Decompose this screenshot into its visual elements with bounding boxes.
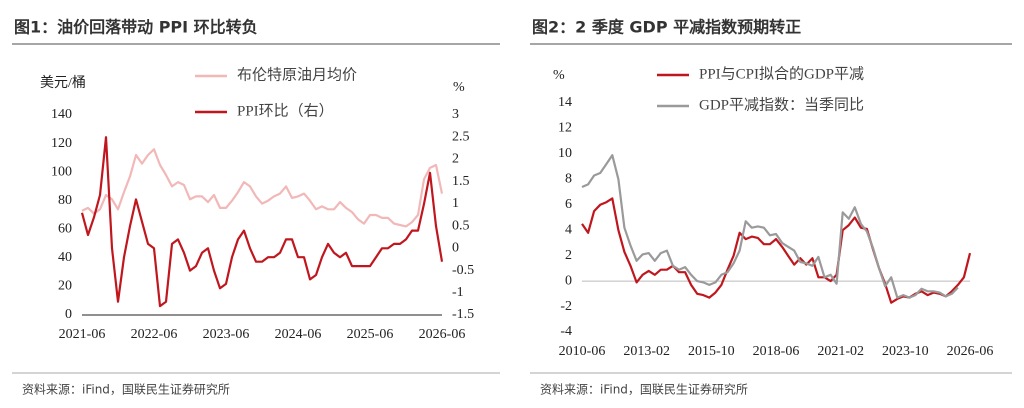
- y-tick-label: 8: [565, 172, 572, 187]
- x-tick-label: 2010-06: [559, 344, 606, 359]
- y2-tick-label: 0.5: [452, 218, 470, 233]
- x-tick-label: 2026-06: [419, 327, 466, 342]
- y-tick-label: 20: [58, 279, 72, 294]
- y-tick-label: 140: [51, 107, 72, 122]
- y-tick-label: 120: [51, 136, 72, 151]
- x-tick-label: 2026-06: [947, 344, 994, 359]
- y-tick-label: -2: [560, 299, 572, 314]
- y2-tick-label: -1: [452, 285, 464, 300]
- x-tick-label: 2018-06: [753, 344, 800, 359]
- y-tick-label: 100: [51, 164, 72, 179]
- series-line: [81, 148, 444, 228]
- y-tick-label: 60: [58, 222, 72, 237]
- x-tick-label: 2015-10: [688, 344, 735, 359]
- x-tick-label: 2013-02: [623, 344, 670, 359]
- y-tick-label: 2: [565, 248, 572, 263]
- y-axis-label: 美元/桶: [40, 75, 86, 91]
- x-tick-label: 2021-06: [59, 327, 106, 342]
- y-tick-label: 0: [65, 307, 72, 322]
- source-note: 资料来源：iFind，国联民生证券研究所: [540, 382, 748, 397]
- x-tick-label: 2025-06: [347, 327, 394, 342]
- y2-tick-label: -0.5: [452, 263, 474, 278]
- y-tick-label: 0: [565, 273, 572, 288]
- legend-label: PPI与CPI拟合的GDP平减: [699, 65, 864, 82]
- y2-tick-label: 2.5: [452, 129, 470, 144]
- x-tick-label: 2024-06: [275, 327, 322, 342]
- y-tick-label: 80: [58, 193, 72, 208]
- series-line: [80, 136, 444, 308]
- y2-tick-label: 1.5: [452, 174, 470, 189]
- y2-axis-label: %: [453, 80, 465, 95]
- chart-title: 图2：2 季度 GDP 平减指数预期转正: [532, 18, 801, 37]
- x-tick-label: 2021-02: [817, 344, 864, 359]
- series-line: [581, 197, 972, 304]
- x-tick-label: 2022-06: [131, 327, 178, 342]
- legend-label: 布伦特原油月均价: [237, 66, 357, 83]
- y-axis-label: %: [553, 68, 565, 83]
- y-tick-label: 12: [558, 121, 572, 136]
- legend-label: PPI环比（右）: [237, 102, 334, 119]
- y-tick-label: 4: [565, 222, 572, 237]
- chart-title: 图1：油价回落带动 PPI 环比转负: [14, 18, 258, 37]
- y2-tick-label: 2: [452, 152, 459, 167]
- y-tick-label: -4: [560, 324, 572, 339]
- y-tick-label: 6: [565, 197, 572, 212]
- y2-tick-label: 0: [452, 241, 459, 256]
- y2-tick-label: 1: [452, 196, 459, 211]
- x-tick-label: 2023-10: [882, 344, 929, 359]
- x-tick-label: 2023-06: [203, 327, 250, 342]
- y2-tick-label: -1.5: [452, 307, 474, 322]
- y-tick-label: 40: [58, 250, 72, 265]
- y2-tick-label: 3: [452, 107, 459, 122]
- y-tick-label: 14: [558, 95, 572, 110]
- legend-label: GDP平减指数：当季同比: [699, 96, 864, 113]
- source-note: 资料来源：iFind，国联民生证券研究所: [22, 382, 230, 397]
- y-tick-label: 10: [558, 146, 572, 161]
- series-line: [581, 154, 959, 299]
